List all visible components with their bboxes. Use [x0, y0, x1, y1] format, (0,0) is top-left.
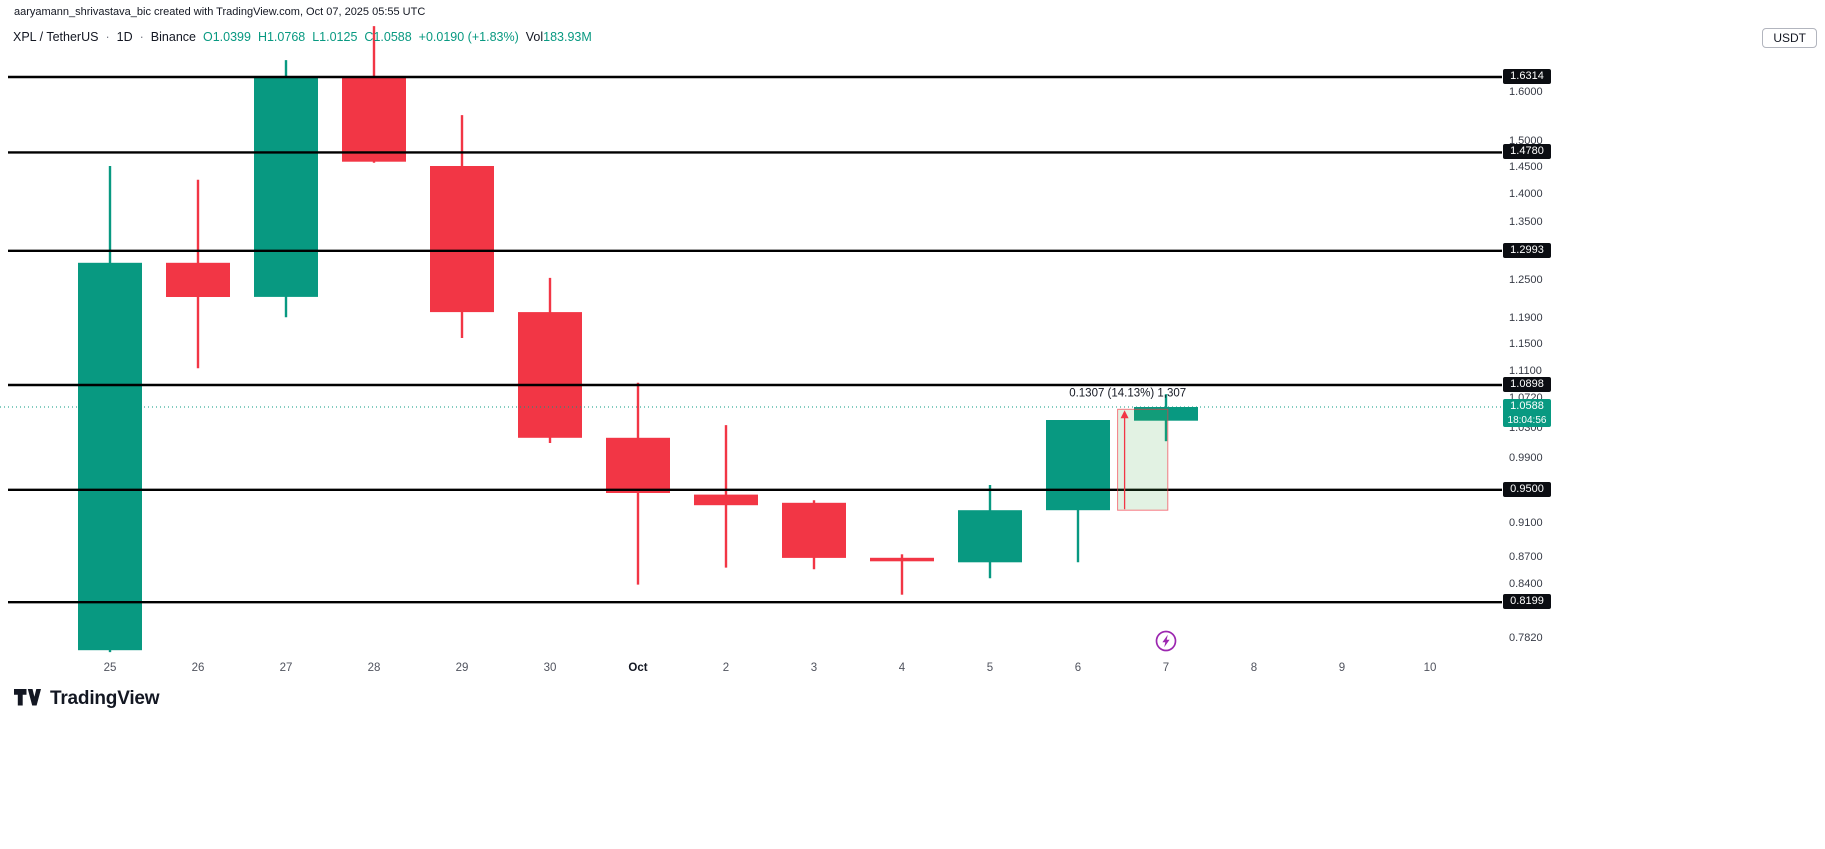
time-axis-label: 7	[1162, 662, 1170, 674]
price-range-tool[interactable]	[1117, 408, 1169, 511]
candle-body[interactable]	[254, 77, 318, 297]
price-level-badge: 0.9500	[1503, 481, 1551, 497]
symbol-name[interactable]: XPL / TetherUS	[13, 30, 99, 44]
price-axis[interactable]: 1.6000 1.5000 1.4500 1.4000 1.3500 1.2500 1.19…	[1502, 0, 1564, 656]
candle-body[interactable]	[166, 262, 230, 297]
price-tick-label: 1.4000	[1509, 187, 1543, 200]
time-axis-label: 4	[898, 662, 906, 674]
candle-body[interactable]	[1134, 407, 1198, 421]
price-level-badge: 0.8199	[1503, 594, 1551, 610]
candle-body[interactable]	[870, 557, 934, 562]
price-tick-label: 1.1500	[1509, 338, 1543, 350]
last-price-badge: 1.0588 18:04:56	[1503, 399, 1551, 427]
legend-separator: ·	[105, 30, 110, 44]
candle-body[interactable]	[694, 494, 758, 506]
candle-body[interactable]	[78, 262, 142, 651]
time-axis-label: 9	[1338, 662, 1346, 674]
time-axis[interactable]: 25 26 27 28 29 30 Oct 2 3 4 5 6 7 8 9 10	[0, 658, 1502, 676]
open-value: O1.0399	[202, 30, 251, 44]
low-value: L1.0125	[312, 30, 358, 44]
price-tick-label: 1.1100	[1509, 365, 1542, 377]
price-tick-label: 1.5000	[1509, 135, 1543, 148]
candlestick-chart[interactable]: 0.1307 (14.13%) 1,307	[0, 0, 1502, 656]
time-axis-label: 29	[455, 662, 469, 674]
exchange-label[interactable]: Binance	[150, 30, 196, 44]
currency-toggle-button[interactable]: USDT	[1762, 28, 1817, 48]
time-axis-label: 6	[1074, 662, 1082, 674]
volume-readout: Vol183.93M	[525, 30, 592, 44]
price-level-badge: 1.6314	[1503, 69, 1551, 84]
attribution-text: aaryamann_shrivastava_bic created with T…	[14, 6, 426, 18]
legend-separator: ·	[139, 30, 144, 44]
time-axis-label: 26	[191, 662, 205, 674]
time-axis-label: 27	[279, 662, 293, 674]
tradingview-logo-icon	[14, 689, 41, 706]
bar-countdown: 18:04:56	[1507, 415, 1547, 426]
time-axis-label: 5	[986, 662, 994, 674]
price-tick-label: 0.7820	[1509, 632, 1543, 645]
interval-label[interactable]: 1D	[116, 30, 133, 44]
candle-body[interactable]	[1046, 420, 1110, 511]
price-tick-label: 0.8400	[1509, 577, 1543, 590]
time-axis-label: 8	[1250, 662, 1258, 674]
time-axis-label: 30	[543, 662, 557, 674]
price-tick-label: 1.1900	[1509, 311, 1543, 324]
time-axis-label: 2	[722, 662, 730, 674]
time-axis-label: Oct	[628, 662, 648, 674]
candle-body[interactable]	[518, 312, 582, 438]
range-tool-label: 0.1307 (14.13%) 1,307	[1069, 387, 1186, 399]
time-axis-label: 28	[367, 662, 381, 674]
change-value: +0.0190 (+1.83%)	[418, 30, 519, 44]
time-axis-label: 3	[810, 662, 818, 674]
time-axis-label: 10	[1423, 662, 1437, 674]
high-value: H1.0768	[257, 30, 306, 44]
symbol-legend[interactable]: XPL / TetherUS · 1D · Binance O1.0399 H1…	[13, 30, 592, 44]
lightning-bolt-icon	[1162, 634, 1170, 648]
price-level-badge: 1.2993	[1503, 242, 1551, 258]
time-axis-label: 25	[103, 662, 117, 674]
close-value: C1.0588	[364, 30, 412, 44]
candle-body[interactable]	[342, 77, 406, 162]
price-tick-label: 1.6000	[1509, 85, 1543, 98]
candle-body[interactable]	[958, 510, 1022, 563]
range-arrow-icon	[1120, 410, 1129, 419]
price-level-badge: 1.4780	[1503, 144, 1551, 160]
price-tick-label: 1.3500	[1509, 215, 1543, 228]
price-tick-label: 0.9900	[1509, 452, 1543, 465]
last-price-value: 1.0588	[1510, 400, 1544, 412]
tradingview-wordmark: TradingView	[50, 688, 160, 709]
price-tick-label: 0.8700	[1509, 551, 1543, 563]
price-tick-label: 0.9100	[1509, 516, 1543, 529]
tradingview-logo[interactable]: TradingView	[14, 688, 160, 710]
candle-body[interactable]	[606, 437, 670, 493]
price-tick-label: 1.4500	[1509, 161, 1543, 173]
candle-body[interactable]	[430, 166, 494, 313]
candle-body[interactable]	[782, 502, 846, 558]
price-level-badge: 1.0898	[1503, 377, 1551, 392]
price-tick-label: 1.2500	[1509, 274, 1543, 287]
